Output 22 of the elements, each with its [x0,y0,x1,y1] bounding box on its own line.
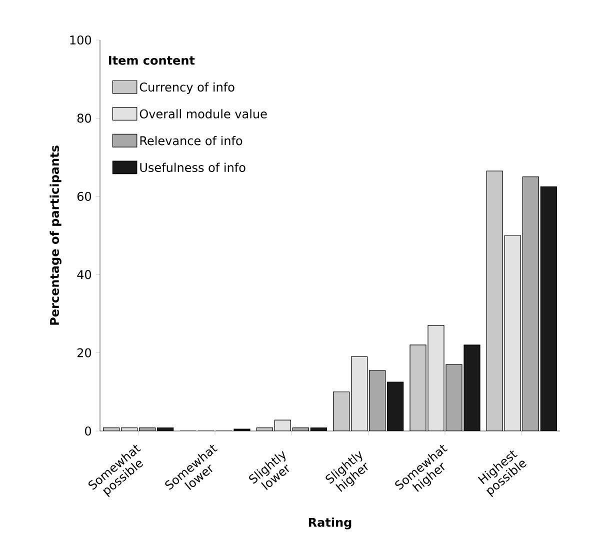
y-tick-label: 80 [77,114,92,123]
y-axis-title: Percentage of participants [50,146,62,325]
bar [410,344,426,431]
bar [333,392,350,431]
legend-label: Relevance of info [140,136,242,146]
bar [369,370,386,431]
bar [428,325,444,431]
legend-label: Usefulness of info [140,162,246,172]
y-tick-label: 40 [77,270,92,280]
legend-label: Overall module value [140,109,267,118]
y-tick-label: 20 [77,348,92,358]
y-tick-label: 0 [85,426,92,436]
y-tick-label: 100 [70,35,92,45]
bar [486,170,503,431]
legend-label: Currency of info [140,82,234,94]
x-axis-title: Rating [308,518,352,530]
y-tick-label: 60 [77,192,92,201]
bar [504,235,521,431]
bar [446,364,462,431]
legend-title: Item content [108,56,195,65]
bar [522,176,539,431]
bar [351,356,368,431]
